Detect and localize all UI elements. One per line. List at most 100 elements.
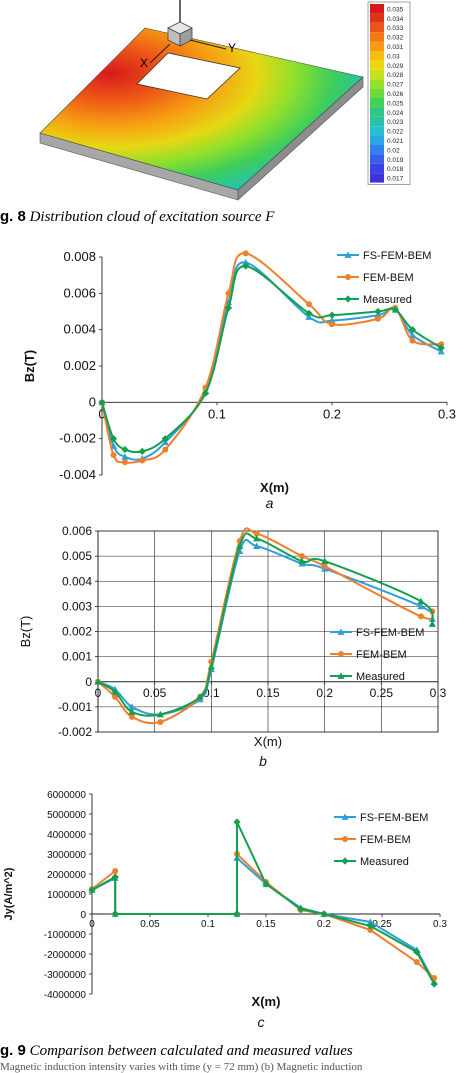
legend-entry: FS-FEM-BEM xyxy=(360,812,428,824)
data-point xyxy=(345,274,351,280)
data-point xyxy=(157,718,164,725)
data-point xyxy=(409,337,416,344)
colorbar-swatch xyxy=(370,126,384,136)
data-point xyxy=(341,813,349,820)
legend: FS-FEM-BEM FEM-BEM Measured xyxy=(330,627,424,683)
colorbar-level: 0.026 xyxy=(387,91,404,98)
data-point xyxy=(139,457,146,464)
fig8-caption-label: g. 8 xyxy=(0,208,26,225)
data-point xyxy=(329,321,335,328)
fig9-caption-label: g. 9 xyxy=(0,1042,26,1059)
colorbar-level: 0.025 xyxy=(387,100,404,107)
data-point xyxy=(224,304,233,312)
colorbar-level: 0.03 xyxy=(387,53,400,60)
data-point xyxy=(298,557,306,565)
colorbar-level: 0.027 xyxy=(387,82,404,89)
colorbar-swatch xyxy=(370,88,384,98)
colorbar-level: 0.035 xyxy=(387,6,404,13)
series-line xyxy=(91,851,435,979)
data-point xyxy=(328,311,336,319)
colorbar-swatch xyxy=(370,107,384,117)
axis-x-arrow xyxy=(149,43,171,64)
y-tick-label: -0.001 xyxy=(58,700,92,714)
data-point xyxy=(121,445,129,454)
data-point xyxy=(156,710,164,718)
data-point xyxy=(337,628,345,635)
data-point xyxy=(233,818,241,826)
y-tick-label: 0.003 xyxy=(62,599,92,613)
data-point xyxy=(374,307,382,316)
colorbar-level: 0.031 xyxy=(387,44,404,51)
data-point xyxy=(161,435,169,443)
data-point xyxy=(138,447,146,455)
data-point xyxy=(428,620,436,627)
data-point xyxy=(162,446,169,453)
legend: FS-FEM-BEM FEM-BEM Measured xyxy=(334,812,428,868)
y-tick-label: -0.002 xyxy=(58,725,92,739)
y-tick-label: 0.002 xyxy=(63,358,96,373)
data-point xyxy=(242,250,249,257)
colorbar-swatch xyxy=(370,173,384,183)
data-point xyxy=(299,553,305,560)
colorbar-level: 0.022 xyxy=(387,129,404,136)
data-point xyxy=(321,557,329,565)
y-axis-title: Bz(T) xyxy=(22,350,37,383)
y-tick-label: 0 xyxy=(85,675,92,689)
colorbar-level: 0.033 xyxy=(387,25,404,32)
data-point xyxy=(321,563,328,570)
x-tick-label: 0.05 xyxy=(140,919,160,930)
fig8-caption: g. 8 Distribution cloud of excitation so… xyxy=(0,208,274,226)
data-point xyxy=(242,262,250,270)
data-point xyxy=(233,910,241,918)
y-tick-label: 5000000 xyxy=(47,810,86,821)
x-tick-label: 0.2 xyxy=(323,406,341,421)
colorbar-swatch xyxy=(370,98,384,108)
y-tick-label: 1000000 xyxy=(47,890,86,901)
series-fs-fem-bem xyxy=(98,258,445,462)
data-point xyxy=(320,910,328,918)
series-measured xyxy=(98,262,445,455)
colorbar-level: 0.023 xyxy=(387,119,404,126)
data-point xyxy=(128,708,136,715)
data-point xyxy=(112,868,119,874)
axis-y-label: Y xyxy=(228,41,236,55)
panel-label: a xyxy=(266,495,274,511)
data-point xyxy=(344,295,352,303)
x-axis-title: X(m) xyxy=(260,480,289,495)
colorbar-level: 0.032 xyxy=(387,35,404,42)
data-point xyxy=(253,542,261,549)
data-point xyxy=(253,530,260,537)
y-tick-label: 0.006 xyxy=(62,524,92,538)
legend-entry: FEM-BEM xyxy=(360,834,411,846)
series-line xyxy=(91,821,436,985)
x-tick-label: 0.05 xyxy=(143,686,167,700)
data-point xyxy=(94,678,102,685)
colorbar-swatch xyxy=(370,69,384,80)
y-axis-title: Jy(A/m^2) xyxy=(3,867,15,920)
data-point xyxy=(418,613,424,620)
data-point xyxy=(306,301,312,308)
data-point xyxy=(437,344,445,352)
y-tick-label: 0.004 xyxy=(63,322,96,337)
colorbar-level: 0.017 xyxy=(387,176,404,183)
data-point xyxy=(391,306,399,314)
y-axis-title: Bz(T) xyxy=(18,616,33,648)
colorbar-swatch xyxy=(370,154,384,164)
axis-x-label: X xyxy=(140,56,148,70)
y-tick-label: 0.005 xyxy=(62,549,92,563)
data-point xyxy=(417,597,425,605)
colorbar-level: 0.029 xyxy=(387,63,404,70)
plate-top xyxy=(39,27,364,191)
series-measured xyxy=(94,532,436,718)
data-point xyxy=(344,251,352,258)
y-tick-label: -1000000 xyxy=(44,930,87,941)
plate-hole xyxy=(136,52,241,100)
colorbar-level: 0.019 xyxy=(387,157,404,164)
colorbar-level: 0.018 xyxy=(387,166,404,173)
chart-panel-c: 6000000 5000000 4000000 3000000 2000000 10000… xyxy=(3,790,447,1030)
y-tick-label: -2000000 xyxy=(44,950,87,961)
y-tick-label: 4000000 xyxy=(47,830,86,841)
y-tick-label: 0.008 xyxy=(63,249,96,264)
series-measured xyxy=(88,818,438,988)
